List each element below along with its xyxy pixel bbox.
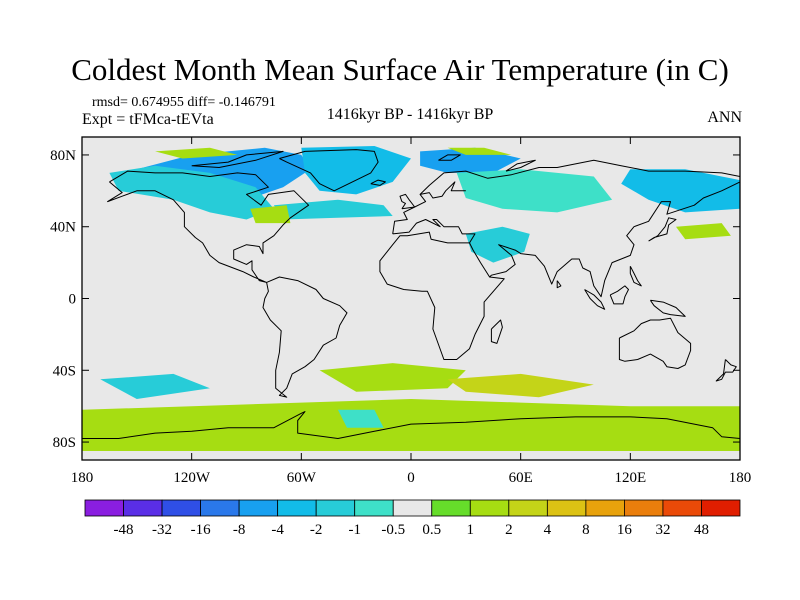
coastline-svalbard: [438, 154, 461, 161]
coastline-japan: [648, 217, 677, 242]
region-south-atlantic: [319, 363, 466, 392]
colorbar-swatch: [200, 499, 240, 517]
region-north-america: [109, 165, 274, 220]
coastline-sri-lanka: [556, 280, 562, 289]
coastline-madagascar: [490, 319, 503, 344]
colorbar-label: -1: [348, 522, 361, 538]
coastline-great-britain: [399, 193, 416, 210]
colorbar-label: -2: [310, 522, 323, 538]
colorbar-swatch: [315, 499, 356, 517]
x-tick-label: 60E: [509, 470, 533, 486]
anomaly-regions: [82, 146, 740, 451]
colorbar-label: -4: [271, 522, 284, 538]
x-tick-label: 180: [71, 470, 94, 486]
x-tick-label: 120W: [173, 470, 211, 486]
region-canada-green: [250, 205, 291, 224]
colorbar-label: 8: [582, 522, 590, 538]
experiment-text: Expt = tFMca-tEVta: [82, 111, 214, 128]
coastline-new-guinea: [649, 299, 686, 317]
coastline-philippines: [629, 265, 642, 287]
colorbar-swatch: [123, 499, 163, 517]
y-tick-label: 80N: [50, 148, 76, 164]
colorbar-label: -16: [191, 522, 211, 538]
coastline-sumatra: [584, 289, 606, 310]
colorbar-swatch: [238, 499, 279, 517]
coastline-australia: [618, 317, 692, 369]
colorbar-label: -48: [114, 522, 134, 538]
region-east-siberia: [621, 169, 740, 213]
y-tick-label: 40N: [50, 220, 76, 236]
colorbar-swatch: [546, 499, 587, 517]
colorbar-swatch: [354, 499, 394, 517]
colorbar-label: 16: [617, 522, 633, 538]
coastline-borneo: [609, 285, 629, 305]
colorbar-label: 0.5: [422, 522, 441, 538]
x-tick-label: 60W: [287, 470, 317, 486]
coastline-novaya-zemlya: [505, 159, 536, 172]
coastline-greenland: [279, 149, 379, 192]
colorbar-swatch: [84, 499, 124, 517]
colorbar-swatch: [469, 499, 510, 517]
coastline-iceland: [370, 179, 386, 186]
colorbar-label: 32: [655, 522, 670, 538]
colorbar-swatch: [392, 499, 433, 517]
region-arctic-green-1: [155, 147, 238, 159]
coastline-north-america: [107, 170, 310, 283]
season-label: ANN: [707, 109, 742, 126]
region-north-atlantic-band: [273, 199, 393, 220]
coastline-antarctica: [82, 411, 740, 439]
y-axis: 80N 40N 0 40S 80S: [50, 148, 740, 451]
coastline-arctic-islands: [191, 150, 284, 168]
colorbar-swatch: [161, 499, 201, 517]
region-south-indian: [447, 373, 594, 398]
coastline-scandinavia: [420, 181, 466, 199]
colorbar-swatch: [277, 499, 317, 517]
coastline-new-zealand: [715, 359, 737, 382]
colorbar-swatch: [431, 499, 471, 517]
coastline-africa-red-sea: [469, 242, 491, 278]
region-eurasia: [456, 169, 613, 213]
y-tick-label: 0: [69, 292, 77, 308]
x-tick-label: 0: [407, 470, 415, 486]
region-greenland-north-atlantic: [301, 146, 411, 195]
region-antarctic-pocket: [337, 409, 384, 428]
chart-title: Coldest Month Mean Surface Air Temperatu…: [71, 52, 729, 87]
x-tick-label: 180: [729, 470, 752, 486]
colorbar-swatch: [662, 499, 702, 517]
region-middle-east: [465, 226, 530, 263]
stats-text: rmsd= 0.674955 diff= -0.146791: [92, 95, 276, 110]
colorbar-label: 4: [544, 522, 552, 538]
y-tick-label: 40S: [53, 363, 76, 379]
colorbar-label: 1: [467, 522, 475, 538]
colorbar-swatch: [624, 499, 664, 517]
x-tick-label: 120E: [614, 470, 646, 486]
colorbar-label: 48: [694, 522, 709, 538]
coastlines: [82, 149, 740, 439]
colorbar-label: -32: [152, 522, 172, 538]
colorbar-label: 2: [505, 522, 513, 538]
coastline-south-america: [262, 276, 348, 398]
y-tick-label: 80S: [53, 435, 76, 451]
period-label: 1416kyr BP - 1416kyr BP: [326, 106, 494, 123]
region-south-pacific-cold: [100, 373, 210, 399]
colorbar-swatch: [508, 499, 548, 517]
colorbar-label: -0.5: [381, 522, 405, 538]
coastline-eurasia-africa: [379, 159, 740, 360]
colorbar-label: -8: [233, 522, 246, 538]
colorbar: -48 -32 -16 -8 -4 -2 -1 -0.5 0.5 1 2 4 8 16 32 48: [84, 499, 741, 538]
x-axis: 180 120W 60W 0 60E 120E 180: [71, 137, 752, 486]
colorbar-swatch: [585, 499, 625, 517]
region-siberia-green: [447, 147, 512, 155]
region-east-asia-green: [676, 223, 731, 240]
colorbar-swatch: [701, 499, 741, 517]
region-southern-ocean: [82, 399, 740, 451]
